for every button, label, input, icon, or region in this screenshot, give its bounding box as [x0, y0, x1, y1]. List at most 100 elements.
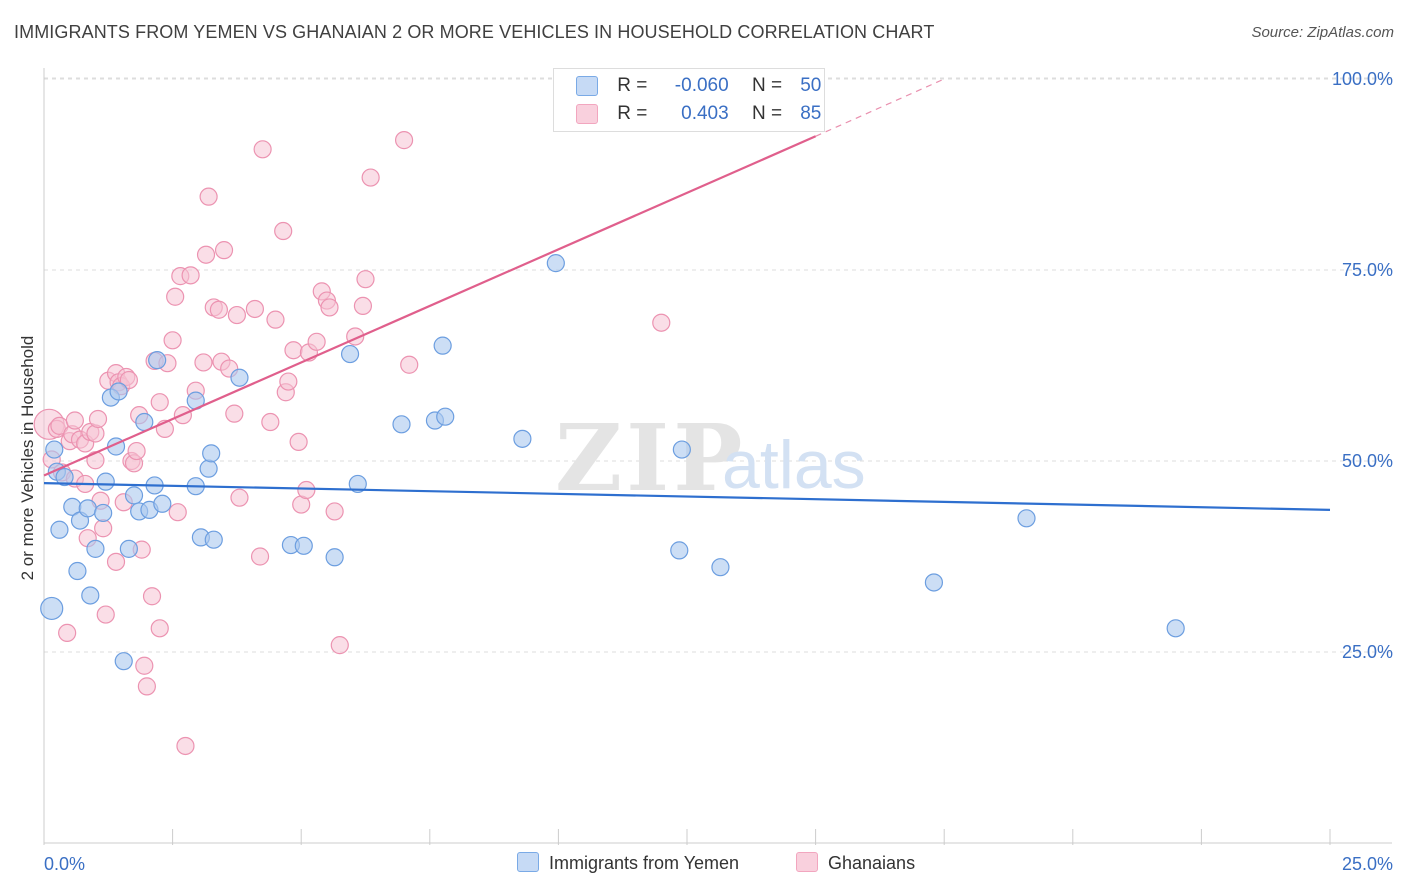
x-tick-label-min: 0.0% — [44, 854, 85, 874]
legend-item-yemen[interactable]: Immigrants from Yemen — [517, 852, 739, 874]
yemen-point — [340, 344, 360, 364]
ghanaian-point — [58, 623, 77, 643]
series-legend: Immigrants from Yemen Ghanaians — [0, 852, 1406, 878]
y-tick-label: 25.0% — [1342, 642, 1393, 662]
yemen-point — [78, 499, 97, 518]
legend-r-label: R = — [617, 75, 648, 96]
yemen-point — [204, 530, 223, 549]
yemen-point — [55, 467, 74, 487]
ghanaian-point — [400, 355, 419, 374]
legend-swatch-ghanaians — [576, 103, 598, 124]
yemen-point — [86, 539, 105, 558]
yemen-point — [119, 539, 138, 558]
legend-label-ghanaians: Ghanaians — [828, 853, 916, 873]
yemen-point — [230, 368, 249, 387]
y-tick-label: 50.0% — [1342, 451, 1393, 471]
ghanaian-point — [394, 131, 414, 150]
ghanaian-point — [652, 313, 671, 332]
yemen-point — [94, 503, 113, 523]
ghanaian-point — [96, 605, 115, 624]
ghanaian-point — [279, 372, 298, 391]
legend-r-value: -0.060 — [674, 75, 729, 96]
legend-n-label: N = — [751, 75, 783, 96]
yemen-trend-line — [43, 482, 1331, 511]
ghanaian-point — [353, 296, 373, 316]
yemen-point — [436, 407, 455, 426]
y-tick-label: 100.0% — [1332, 69, 1393, 89]
zipatlas-watermark: ZIP atlas — [555, 404, 866, 512]
ghanaian-point — [65, 411, 84, 430]
ghanaian-point — [289, 432, 308, 451]
y-tick-label: 75.0% — [1342, 260, 1393, 280]
ghanaian-point — [150, 393, 169, 412]
ghanaian-point — [214, 241, 234, 260]
yemen-point — [153, 494, 172, 513]
legend-n-label: N = — [751, 103, 783, 124]
ghanaian-point — [253, 140, 272, 159]
legend-n-value: 85 — [800, 103, 822, 124]
yemen-point — [546, 254, 565, 273]
yemen-point — [109, 382, 128, 401]
legend-r-label: R = — [617, 103, 648, 124]
yemen-point — [81, 586, 100, 605]
ghanaian-point — [106, 552, 126, 571]
ghanaian-point — [307, 332, 326, 351]
ghanaian-point — [150, 619, 169, 638]
legend-label-yemen: Immigrants from Yemen — [549, 853, 740, 873]
ghanaian-point — [88, 409, 108, 429]
ghanaian-point — [194, 353, 213, 372]
legend-row-yemen: R = -0.060 N = 50 — [576, 75, 821, 97]
source-credit: Source: ZipAtlas.com — [1251, 24, 1394, 41]
legend-swatch-ghanaians — [796, 852, 818, 872]
ghanaian-point — [86, 451, 105, 470]
legend-row-ghanaians: R = 0.403 N = 85 — [576, 103, 821, 125]
ghanaian-point — [127, 441, 146, 461]
yemen-point — [513, 429, 532, 448]
trend-lines — [43, 78, 1331, 511]
ghanaian-point — [137, 677, 156, 696]
yemen-point — [124, 486, 144, 505]
ghanaian-point — [94, 519, 113, 538]
ghanaian-point — [227, 305, 246, 325]
ghanaian-point — [142, 587, 162, 606]
yemen-point — [392, 415, 411, 434]
ghanaian-point — [320, 298, 339, 317]
ghanaian-point — [250, 547, 270, 566]
ghanaian-point — [199, 187, 218, 206]
ghanaian-point — [119, 370, 138, 390]
yemen-point — [670, 541, 689, 560]
yemen-point — [68, 561, 87, 581]
ghanaian-trend-line — [43, 135, 817, 477]
ghanaian-point — [176, 736, 195, 756]
ghanaian-trend-extension — [815, 78, 945, 137]
ghanaian-point — [361, 168, 380, 187]
ghanaian-point — [356, 270, 375, 289]
legend-r-value: 0.403 — [681, 103, 729, 124]
yemen-point — [294, 536, 313, 555]
tick-labels: 25.0% 50.0% 75.0% 100.0% 0.0% 25.0% — [44, 69, 1393, 874]
yemen-point — [711, 558, 730, 577]
legend-item-ghanaians[interactable]: Ghanaians — [796, 852, 915, 874]
ghanaian-point — [330, 636, 349, 655]
ghanaian-point — [196, 245, 216, 264]
yemen-point — [50, 520, 69, 539]
legend-swatch-yemen — [576, 75, 598, 96]
yemen-point — [672, 440, 691, 459]
ghanaian-point — [230, 488, 249, 507]
ghanaian-point — [261, 412, 280, 432]
stats-legend: R = -0.060 N = 50 R = 0.403 N = 85 — [553, 68, 825, 132]
yemen-point — [148, 351, 167, 370]
yemen-point — [348, 474, 367, 494]
yemen-point — [40, 596, 64, 621]
chart-title: IMMIGRANTS FROM YEMEN VS GHANAIAN 2 OR M… — [14, 22, 935, 42]
yemen-point — [114, 652, 133, 671]
ghanaian-point — [181, 266, 200, 285]
yemen-point — [325, 548, 344, 567]
ghanaian-point — [168, 503, 187, 522]
ghanaian-point — [297, 480, 316, 500]
legend-n-value: 50 — [800, 75, 822, 96]
yemen-point — [202, 444, 221, 463]
ghanaian-point — [209, 300, 228, 319]
yemen-point — [924, 573, 944, 592]
